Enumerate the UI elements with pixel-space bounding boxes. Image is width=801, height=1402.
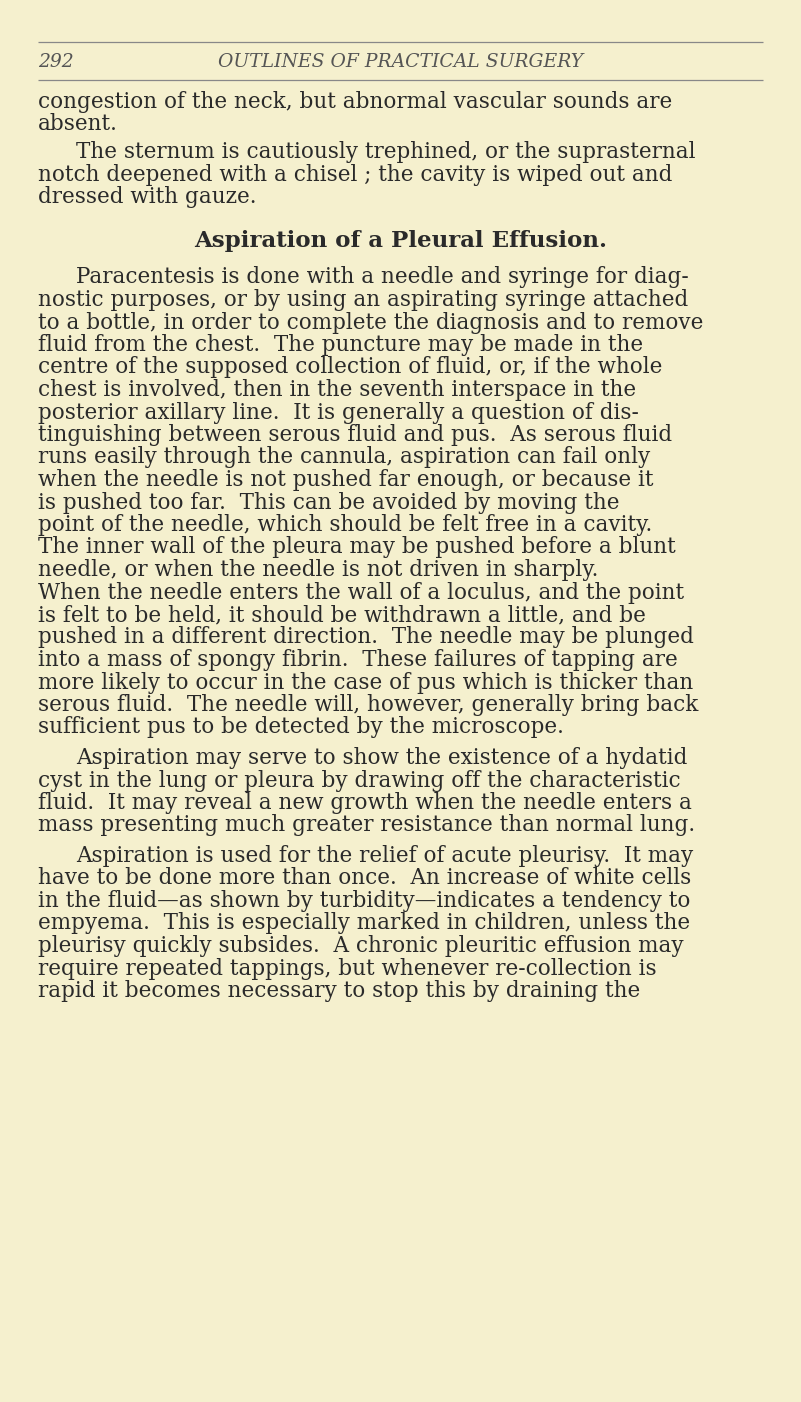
Text: rapid it becomes necessary to stop this by draining the: rapid it becomes necessary to stop this … xyxy=(38,980,640,1002)
Text: serous fluid.  The needle will, however, generally bring back: serous fluid. The needle will, however, … xyxy=(38,694,698,716)
Text: nostic purposes, or by using an aspirating syringe attached: nostic purposes, or by using an aspirati… xyxy=(38,289,688,311)
Text: pleurisy quickly subsides.  A chronic pleuritic effusion may: pleurisy quickly subsides. A chronic ple… xyxy=(38,935,683,958)
Text: fluid.  It may reveal a new growth when the needle enters a: fluid. It may reveal a new growth when t… xyxy=(38,792,692,815)
Text: congestion of the neck, but abnormal vascular sounds are: congestion of the neck, but abnormal vas… xyxy=(38,91,672,114)
Text: is pushed too far.  This can be avoided by moving the: is pushed too far. This can be avoided b… xyxy=(38,492,619,513)
Text: pushed in a different direction.  The needle may be plunged: pushed in a different direction. The nee… xyxy=(38,627,694,649)
Text: into a mass of spongy fibrin.  These failures of tapping are: into a mass of spongy fibrin. These fail… xyxy=(38,649,678,672)
Text: posterior axillary line.  It is generally a question of dis-: posterior axillary line. It is generally… xyxy=(38,401,639,423)
Text: is felt to be held, it should be withdrawn a little, and be: is felt to be held, it should be withdra… xyxy=(38,604,646,627)
Text: dressed with gauze.: dressed with gauze. xyxy=(38,186,256,207)
Text: Aspiration of a Pleural Effusion.: Aspiration of a Pleural Effusion. xyxy=(194,230,607,252)
Text: fluid from the chest.  The puncture may be made in the: fluid from the chest. The puncture may b… xyxy=(38,334,643,356)
Text: centre of the supposed collection of fluid, or, if the whole: centre of the supposed collection of flu… xyxy=(38,356,662,379)
Text: When the needle enters the wall of a loculus, and the point: When the needle enters the wall of a loc… xyxy=(38,582,684,603)
Text: The inner wall of the pleura may be pushed before a blunt: The inner wall of the pleura may be push… xyxy=(38,537,676,558)
Text: tinguishing between serous fluid and pus.  As serous fluid: tinguishing between serous fluid and pus… xyxy=(38,423,672,446)
Text: needle, or when the needle is not driven in sharply.: needle, or when the needle is not driven… xyxy=(38,559,598,580)
Text: more likely to occur in the case of pus which is thicker than: more likely to occur in the case of pus … xyxy=(38,672,693,694)
Text: in the fluid—as shown by turbidity—indicates a tendency to: in the fluid—as shown by turbidity—indic… xyxy=(38,890,690,911)
Text: have to be done more than once.  An increase of white cells: have to be done more than once. An incre… xyxy=(38,868,691,889)
Text: chest is involved, then in the seventh interspace in the: chest is involved, then in the seventh i… xyxy=(38,379,636,401)
Text: to a bottle, in order to complete the diagnosis and to remove: to a bottle, in order to complete the di… xyxy=(38,311,703,334)
Text: absent.: absent. xyxy=(38,114,118,136)
Text: runs easily through the cannula, aspiration can fail only: runs easily through the cannula, aspirat… xyxy=(38,446,650,468)
Text: cyst in the lung or pleura by drawing off the characteristic: cyst in the lung or pleura by drawing of… xyxy=(38,770,681,792)
Text: Aspiration is used for the relief of acute pleurisy.  It may: Aspiration is used for the relief of acu… xyxy=(76,845,693,866)
Text: Paracentesis is done with a needle and syringe for diag-: Paracentesis is done with a needle and s… xyxy=(76,266,689,289)
Text: when the needle is not pushed far enough, or because it: when the needle is not pushed far enough… xyxy=(38,470,654,491)
Text: notch deepened with a chisel ; the cavity is wiped out and: notch deepened with a chisel ; the cavit… xyxy=(38,164,672,185)
Text: sufficient pus to be detected by the microscope.: sufficient pus to be detected by the mic… xyxy=(38,716,564,739)
Text: point of the needle, which should be felt free in a cavity.: point of the needle, which should be fel… xyxy=(38,515,652,536)
Text: Aspiration may serve to show the existence of a hydatid: Aspiration may serve to show the existen… xyxy=(76,747,687,770)
Text: The sternum is cautiously trephined, or the suprasternal: The sternum is cautiously trephined, or … xyxy=(76,142,695,163)
Text: OUTLINES OF PRACTICAL SURGERY: OUTLINES OF PRACTICAL SURGERY xyxy=(218,53,583,72)
Text: 292: 292 xyxy=(38,53,74,72)
Text: mass presenting much greater resistance than normal lung.: mass presenting much greater resistance … xyxy=(38,815,695,837)
Text: require repeated tappings, but whenever re-collection is: require repeated tappings, but whenever … xyxy=(38,958,657,980)
Text: empyema.  This is especially marked in children, unless the: empyema. This is especially marked in ch… xyxy=(38,913,690,935)
